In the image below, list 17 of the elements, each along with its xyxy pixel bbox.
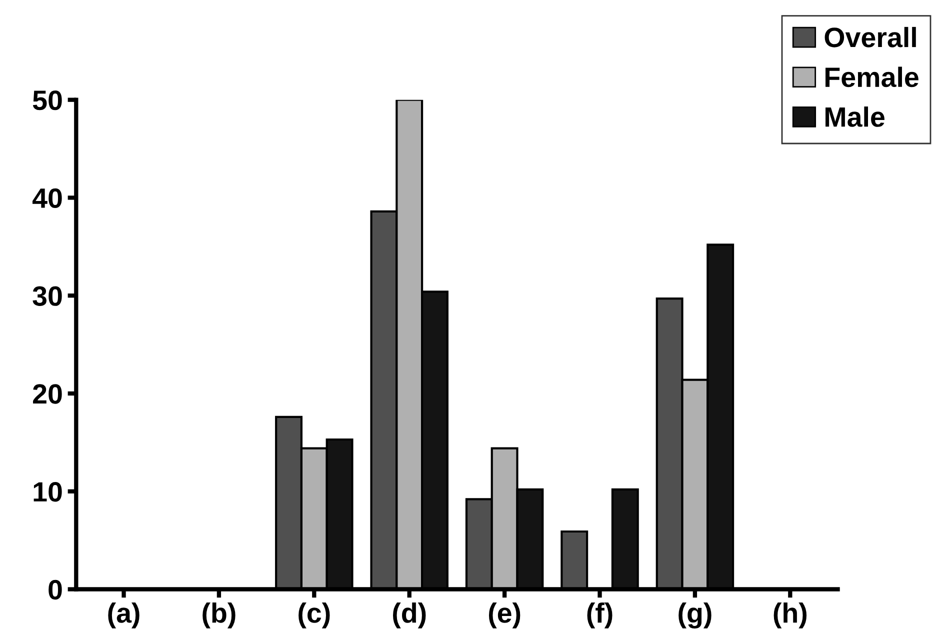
x-tick-label: (c) xyxy=(298,602,330,628)
y-tick-label: 20 xyxy=(33,384,62,404)
legend-label: Female xyxy=(826,66,918,88)
x-tick-label: (b) xyxy=(202,602,236,628)
y-tick-label: 0 xyxy=(48,580,62,600)
x-tick-label: (a) xyxy=(108,602,140,628)
x-tick-label: (e) xyxy=(488,602,520,628)
x-tick-label: (g) xyxy=(678,602,712,628)
x-tick-label: (f) xyxy=(587,602,612,628)
y-tick-label: 30 xyxy=(32,286,62,306)
x-tick-label: (h) xyxy=(774,602,807,628)
y-tick-label: 40 xyxy=(32,188,62,208)
legend-label: Overall xyxy=(824,26,916,48)
y-tick-label: 50 xyxy=(32,90,62,110)
x-tick-label: (d) xyxy=(393,602,426,628)
legend-label: Male xyxy=(826,106,884,127)
y-tick-label: 10 xyxy=(34,482,62,502)
